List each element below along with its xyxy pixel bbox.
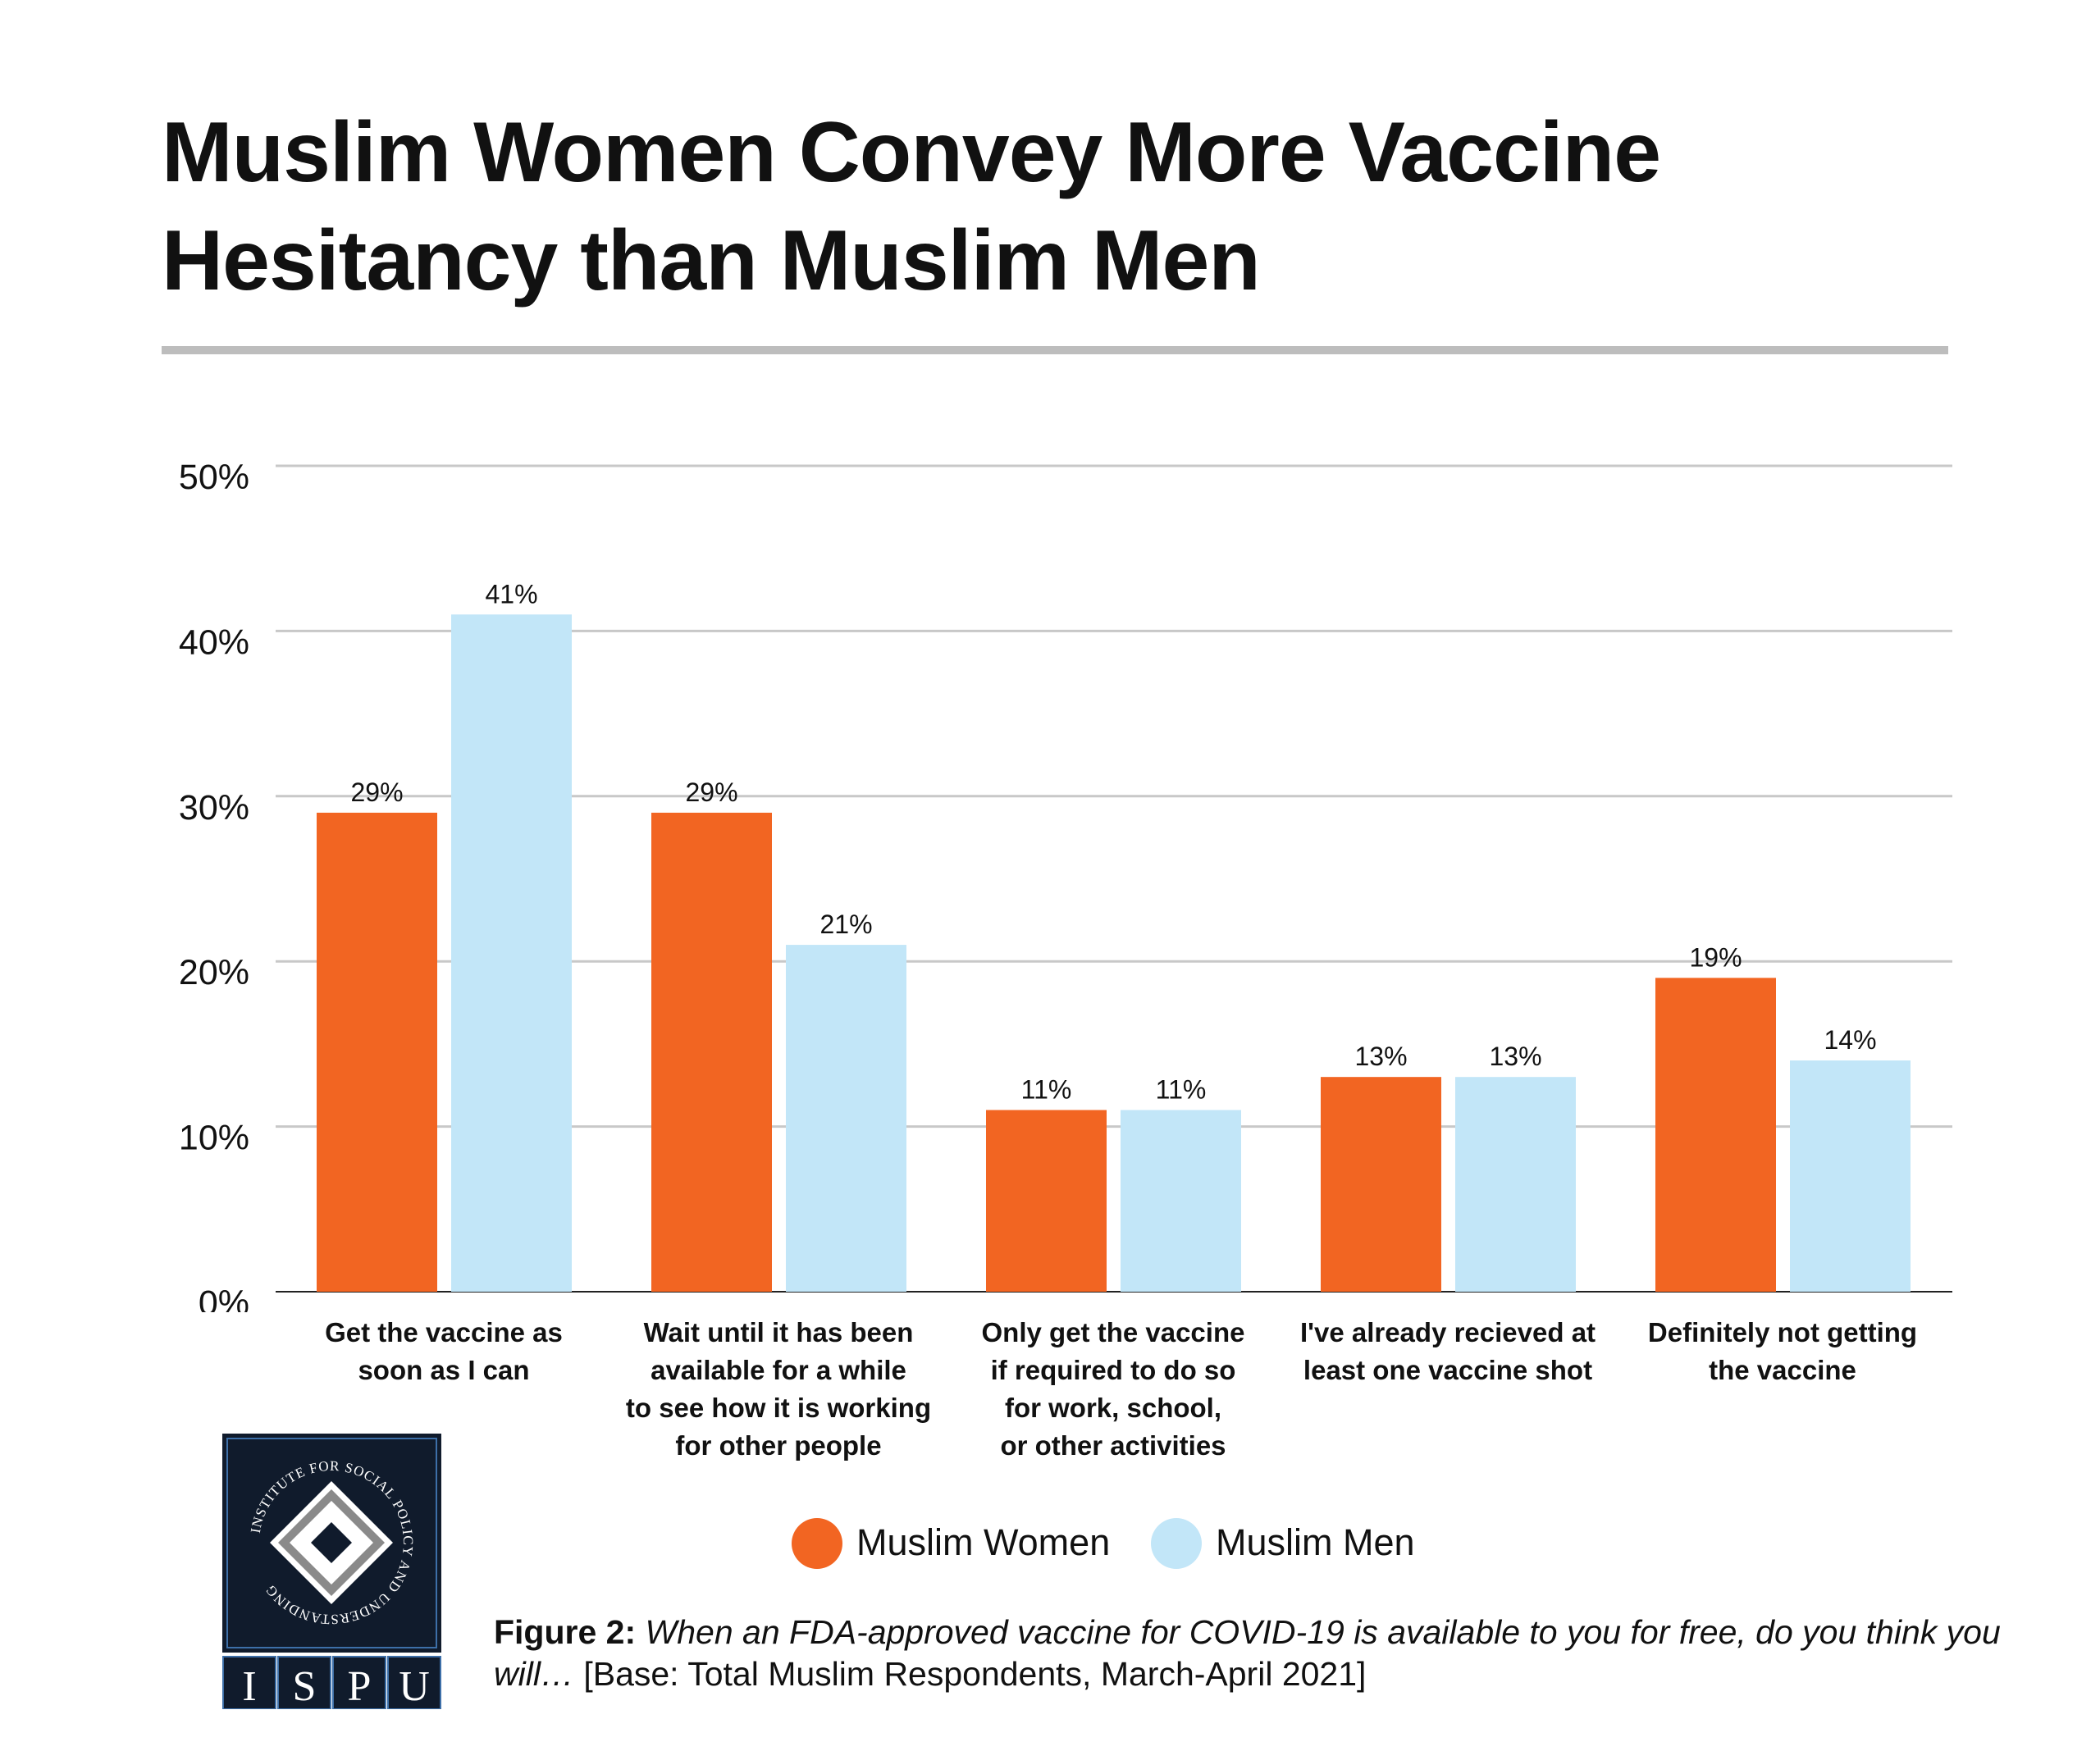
y-tick-label: 40% [179,622,249,662]
legend-swatch-women [792,1518,842,1569]
category-label-line: Wait until it has been [643,1317,914,1347]
data-label: 21% [819,910,872,939]
category-label-line: for other people [675,1430,882,1461]
legend-swatch-men [1151,1518,1202,1569]
logo-letter-box [277,1656,331,1709]
chart-title: Muslim Women Convey More Vaccine Hesitan… [162,105,1661,308]
logo-letter-box [332,1656,386,1709]
data-label: 41% [485,579,537,609]
category-label: Get the vaccine as soon as I can [280,1314,608,1389]
bar-men [1121,1110,1241,1292]
category-label-line: Only get the vaccine [981,1317,1245,1347]
caption-label: Figure 2: [494,1613,637,1651]
data-label: 29% [350,777,403,807]
caption-question: When an FDA-approved vaccine for COVID-1… [494,1613,2001,1693]
category-label-line: for work, school, [1004,1393,1222,1423]
category-label-line: the vaccine [1709,1355,1856,1385]
category-label-line: Definitely not getting [1647,1317,1918,1347]
category-label-line: available for a while [651,1355,906,1385]
logo-letter: S [293,1663,317,1709]
ispu-logo: INSTITUTE FOR SOCIAL POLICY AND UNDERSTA… [222,1434,441,1709]
legend-label-women: Muslim Women [856,1521,1111,1563]
bar-women [1321,1077,1441,1292]
title-divider [162,346,1948,354]
bar-women [986,1110,1107,1292]
category-label: I've already recieved at least one vaccin… [1284,1314,1612,1389]
bar-women [1655,978,1776,1292]
y-tick-label: 20% [179,953,249,992]
figure-caption: Figure 2: When an FDA-approved vaccine f… [494,1612,2052,1695]
y-tick-label: 10% [179,1119,249,1158]
logo-letter-box [222,1656,276,1709]
category-label: Only get the vaccine if required to do so… [949,1314,1277,1465]
bar-women [651,812,772,1292]
data-label: 11% [1021,1074,1072,1104]
logo-letter: P [348,1663,372,1709]
logo-letter-box [387,1656,441,1709]
data-label: 11% [1156,1074,1207,1104]
bar-women [317,812,437,1292]
y-tick-label: 30% [179,788,249,828]
bar-chart: 0% 10% 20% 30% 40% 50% 29% 41% 29% 21% 11% 11% 13% 13… [179,458,1952,1312]
bar-men [786,945,906,1292]
caption-base: [Base: Total Muslim Respondents, March-A… [583,1655,1367,1693]
category-label-line: soon as I can [358,1355,530,1385]
data-label: 19% [1689,942,1742,972]
category-label-line: to see how it is working [625,1393,932,1423]
bar-men [1790,1060,1911,1292]
category-label: Definitely not getting the vaccine [1618,1314,1947,1389]
data-label: 14% [1824,1025,1876,1055]
y-tick-label: 0% [199,1284,249,1312]
logo-letter: U [399,1663,430,1709]
category-label-line: least one vaccine shot [1303,1355,1593,1385]
category-label-line: or other activities [1000,1430,1226,1461]
y-tick-label: 50% [179,458,249,497]
category-label-line: if required to do so [990,1355,1236,1385]
data-label: 13% [1354,1042,1407,1071]
logo-letter: I [242,1663,256,1709]
data-label: 29% [685,777,737,807]
category-label-line: I've already recieved at [1299,1317,1596,1347]
category-label-line: Get the vaccine as [325,1317,563,1347]
legend-label-men: Muslim Men [1216,1521,1415,1563]
data-label: 13% [1489,1042,1541,1071]
bar-men [1455,1077,1576,1292]
bar-men [451,614,572,1292]
category-label: Wait until it has been available for a wh… [614,1314,943,1465]
